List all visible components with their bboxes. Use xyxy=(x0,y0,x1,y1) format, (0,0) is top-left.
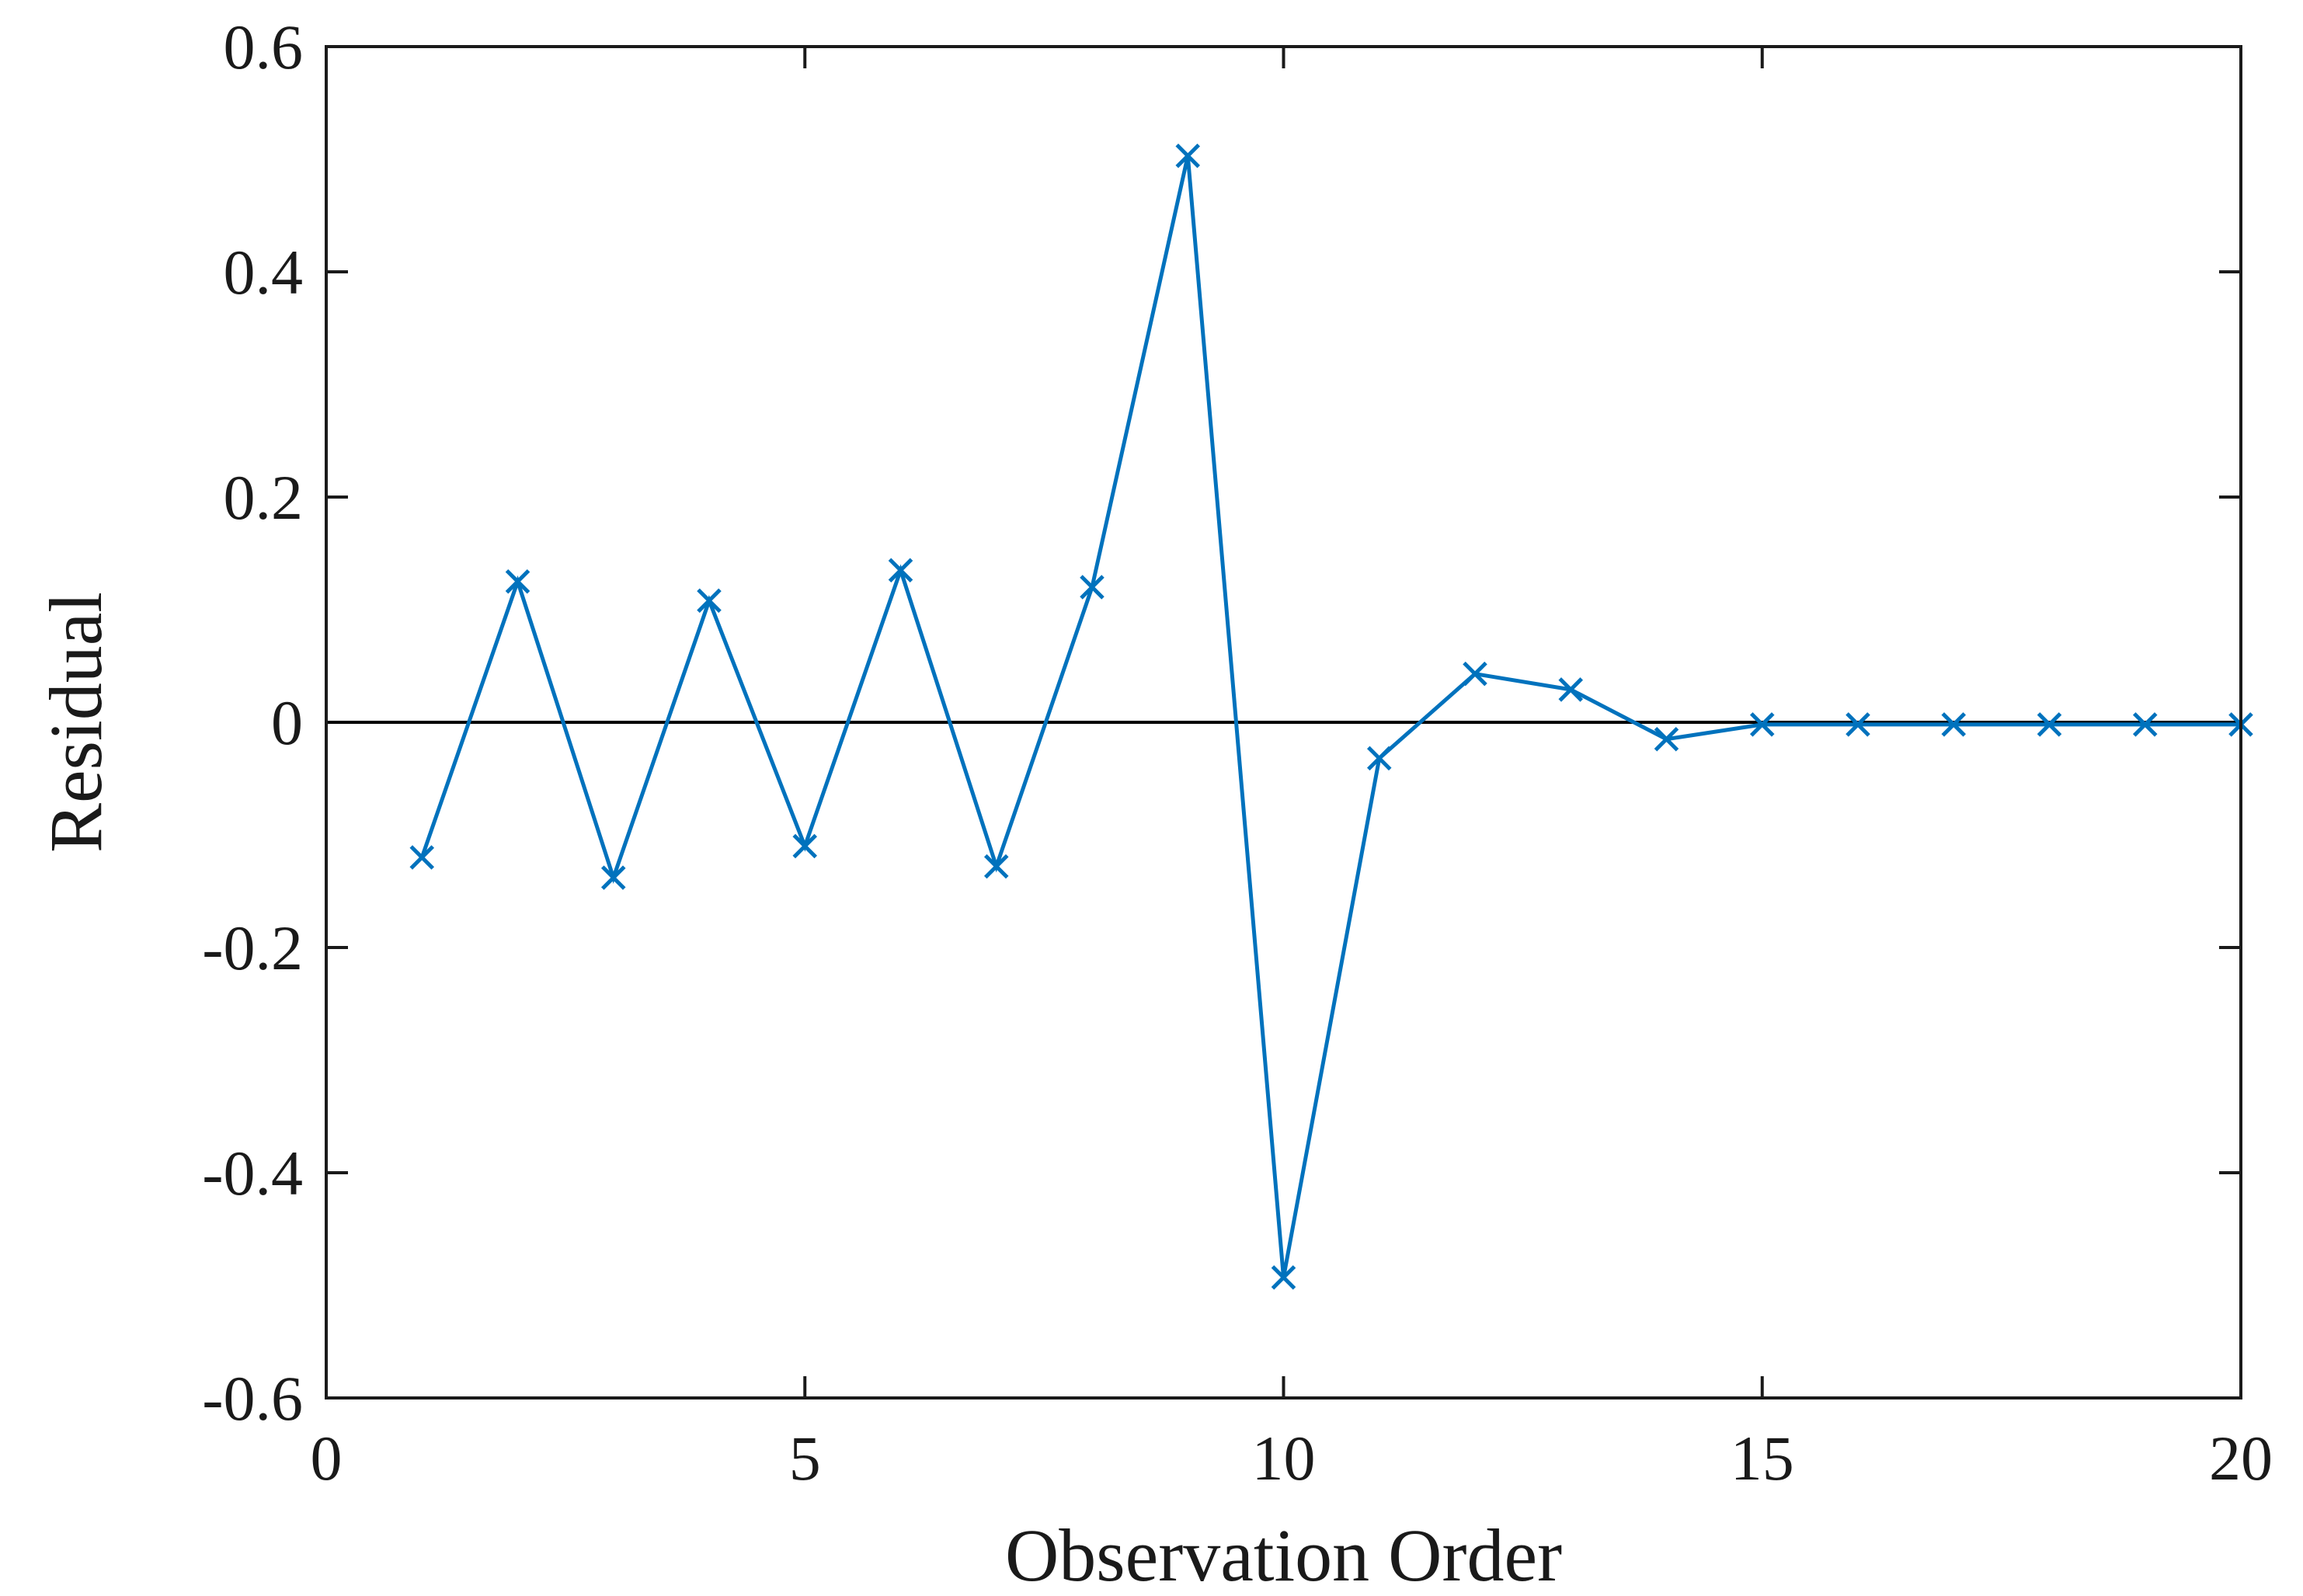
x-tick-label: 10 xyxy=(1252,1423,1316,1493)
data-point-marker xyxy=(888,558,913,583)
y-axis-label: Residual xyxy=(34,592,117,853)
data-point-marker xyxy=(505,569,531,594)
tick-labels: 0 5 10 15 20 0.6 0.4 0.2 0 -0.2 -0.4 -0.6 xyxy=(202,12,2273,1493)
data-point-marker xyxy=(1080,575,1105,600)
data-point-marker xyxy=(792,833,818,859)
y-tick-label: 0 xyxy=(271,687,303,758)
data-point-marker xyxy=(1366,746,1392,771)
y-tick-label: -0.4 xyxy=(202,1138,303,1208)
x-tick-label: 0 xyxy=(311,1423,343,1493)
data-point-marker xyxy=(1941,712,1967,737)
y-tick-label: 0.6 xyxy=(224,12,304,82)
x-tick-label: 5 xyxy=(789,1423,821,1493)
data-point-marker xyxy=(1749,712,1775,737)
y-tick-label: 0.4 xyxy=(224,237,304,308)
data-point-marker xyxy=(1846,712,1870,737)
data-point-marker xyxy=(409,845,435,870)
data-point-marker xyxy=(1463,661,1487,687)
data-point-marker xyxy=(983,854,1009,879)
plot-frame xyxy=(325,45,2242,1400)
data-point-marker xyxy=(2132,712,2158,737)
y-tick-label: 0.2 xyxy=(224,462,304,533)
data-point-marker xyxy=(1271,1265,1296,1290)
y-tick-label: -0.2 xyxy=(202,913,303,983)
series-line xyxy=(419,155,2241,1278)
x-tick-label: 20 xyxy=(2209,1423,2273,1493)
y-tick-label: -0.6 xyxy=(202,1363,303,1434)
data-point-marker xyxy=(1175,143,1201,169)
x-tick-label: 15 xyxy=(1731,1423,1794,1493)
data-point-marker xyxy=(600,865,626,890)
series-markers xyxy=(409,143,2253,1290)
data-point-marker xyxy=(1654,726,1679,752)
data-point-marker xyxy=(1558,677,1584,702)
data-point-marker xyxy=(697,588,722,614)
x-axis-label: Observation Order xyxy=(1005,1514,1562,1596)
data-point-marker xyxy=(2037,712,2062,737)
